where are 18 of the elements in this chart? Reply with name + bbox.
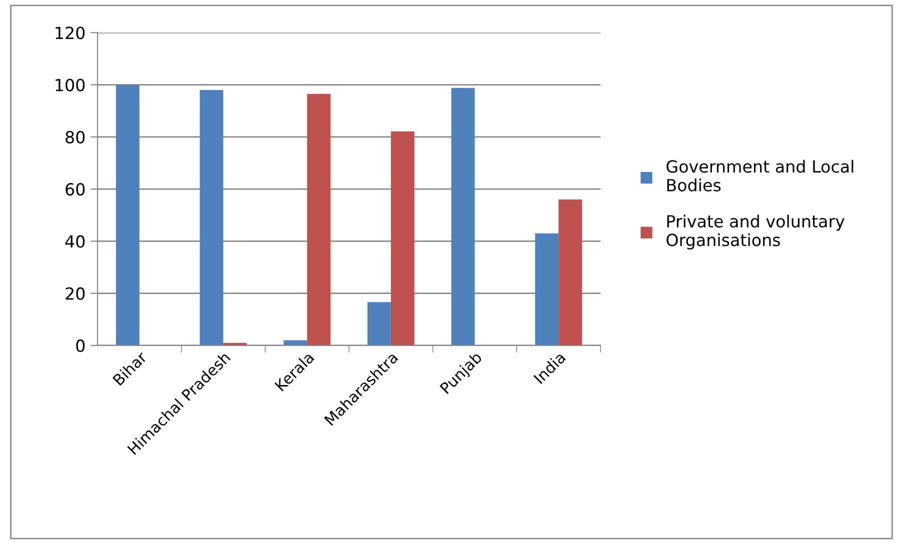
bar xyxy=(558,199,582,346)
bar xyxy=(535,233,559,346)
bar xyxy=(284,340,308,346)
bar xyxy=(200,90,224,346)
bar xyxy=(307,94,331,346)
legend-label: Government and Local Bodies xyxy=(666,160,854,192)
y-tick-label: 40 xyxy=(65,235,85,248)
y-tick-label: 80 xyxy=(66,130,85,144)
y-tick-label: 60 xyxy=(66,183,85,196)
y-tick-label: 20 xyxy=(66,287,85,300)
bar xyxy=(390,131,414,346)
legend-label: Private and voluntary Organisations xyxy=(666,214,844,250)
y-tick-label: 0 xyxy=(76,339,85,352)
bar xyxy=(116,84,140,346)
bar xyxy=(451,88,475,346)
bar xyxy=(367,302,391,346)
y-tick-label: 120 xyxy=(56,26,85,40)
y-tick-label: 100 xyxy=(56,78,85,92)
